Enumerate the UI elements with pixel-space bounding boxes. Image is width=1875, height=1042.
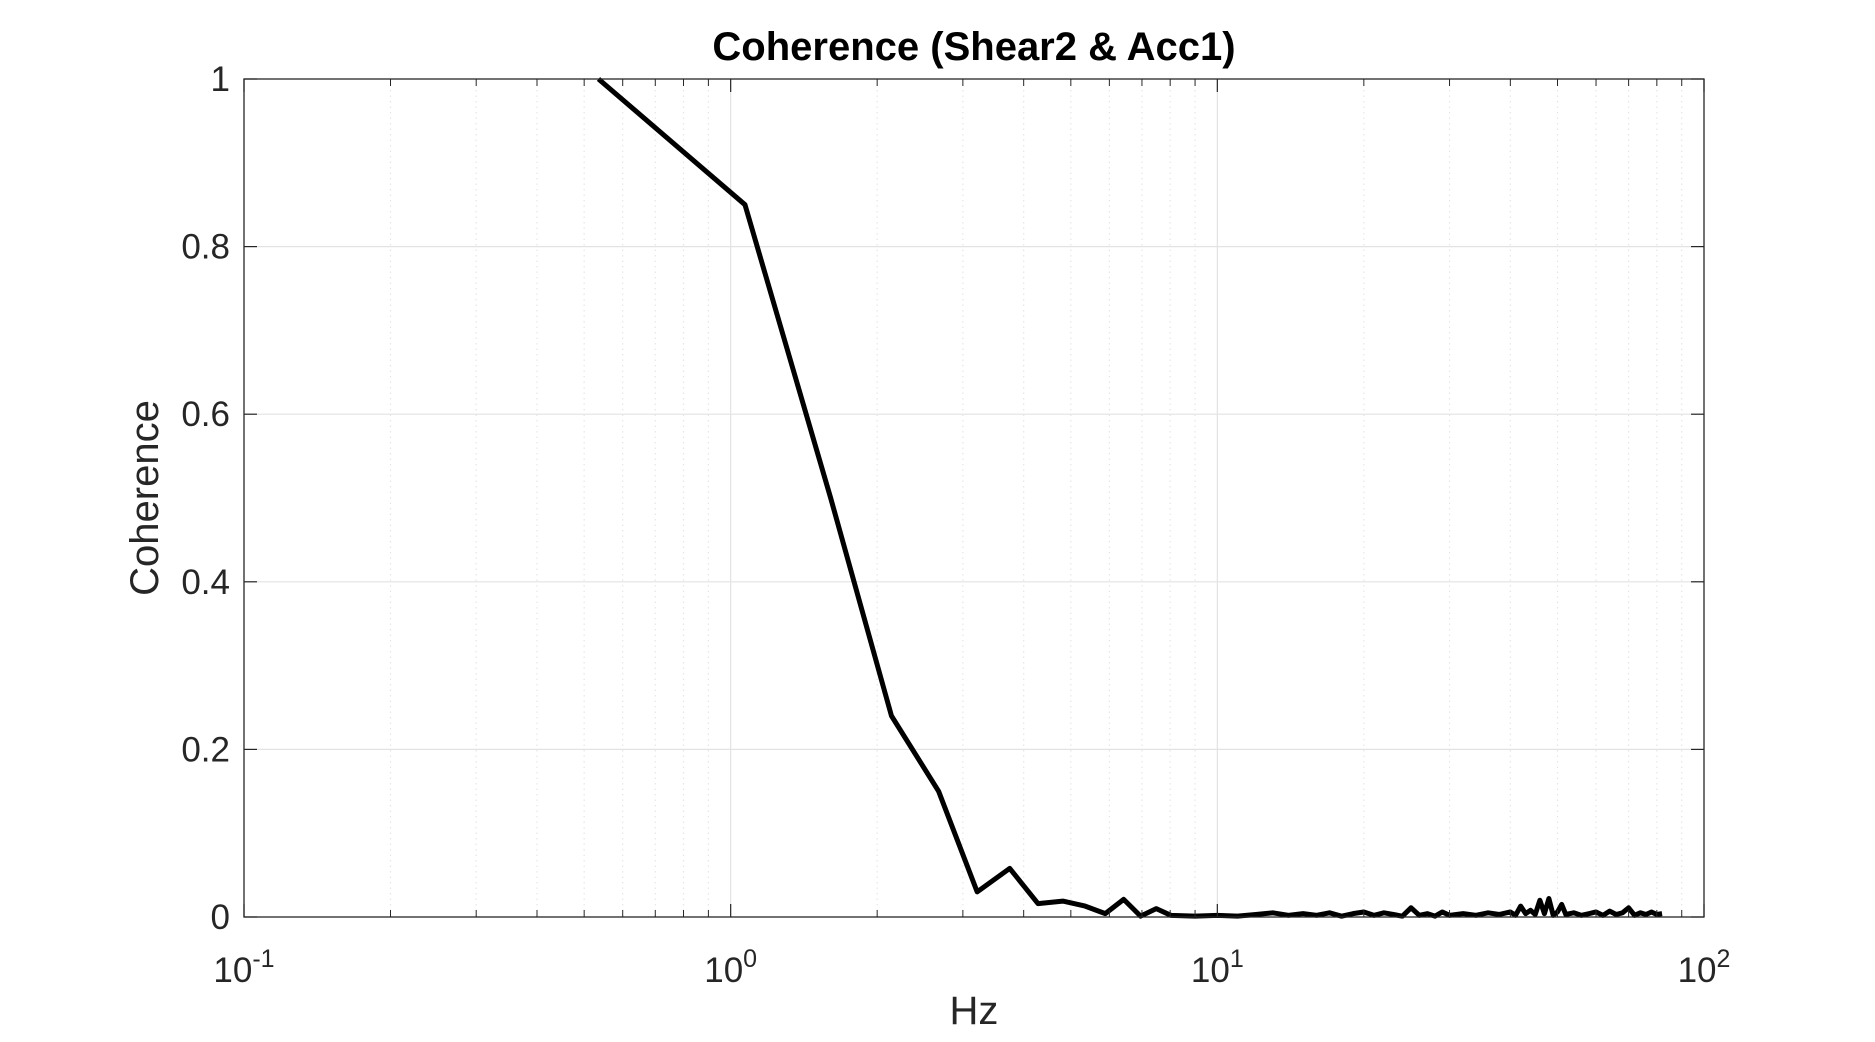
x-tick-label: 100 [704,945,757,990]
series-layer [596,77,1663,919]
coherence-line [596,77,1663,919]
x-tick-exponent: 1 [1230,945,1244,973]
y-tick-label: 1 [211,60,230,99]
x-tick-base: 10 [1678,951,1717,990]
plot-area [244,79,1704,917]
y-tick-label: 0 [211,898,230,937]
chart-title: Coherence (Shear2 & Acc1) [712,25,1235,69]
axes-box [243,78,1705,918]
x-tick-exponent: 0 [743,945,757,973]
x-axis-label: Hz [950,989,999,1033]
x-tick-exponent: 2 [1717,945,1731,973]
y-tick-label: 0.8 [181,228,230,267]
x-tick-labels: 10-1 100 101 102 [213,945,1730,990]
y-tick-label: 0.6 [181,395,230,434]
y-axis-label: Coherence [123,400,167,596]
x-tick-base: 10 [704,951,743,990]
y-tick-labels: 0 0.2 0.4 0.6 0.8 1 [181,60,230,937]
x-tick-label: 101 [1191,945,1244,990]
x-tick-exponent: -1 [252,945,274,973]
y-tick-label: 0.4 [181,563,230,602]
grid-lines [244,79,1704,917]
x-tick-base: 10 [213,951,252,990]
y-tick-label: 0.2 [181,730,230,769]
x-tick-base: 10 [1191,951,1230,990]
axis-ticks [243,78,1705,918]
x-tick-label: 10-1 [213,945,274,990]
x-tick-label: 102 [1678,945,1731,990]
